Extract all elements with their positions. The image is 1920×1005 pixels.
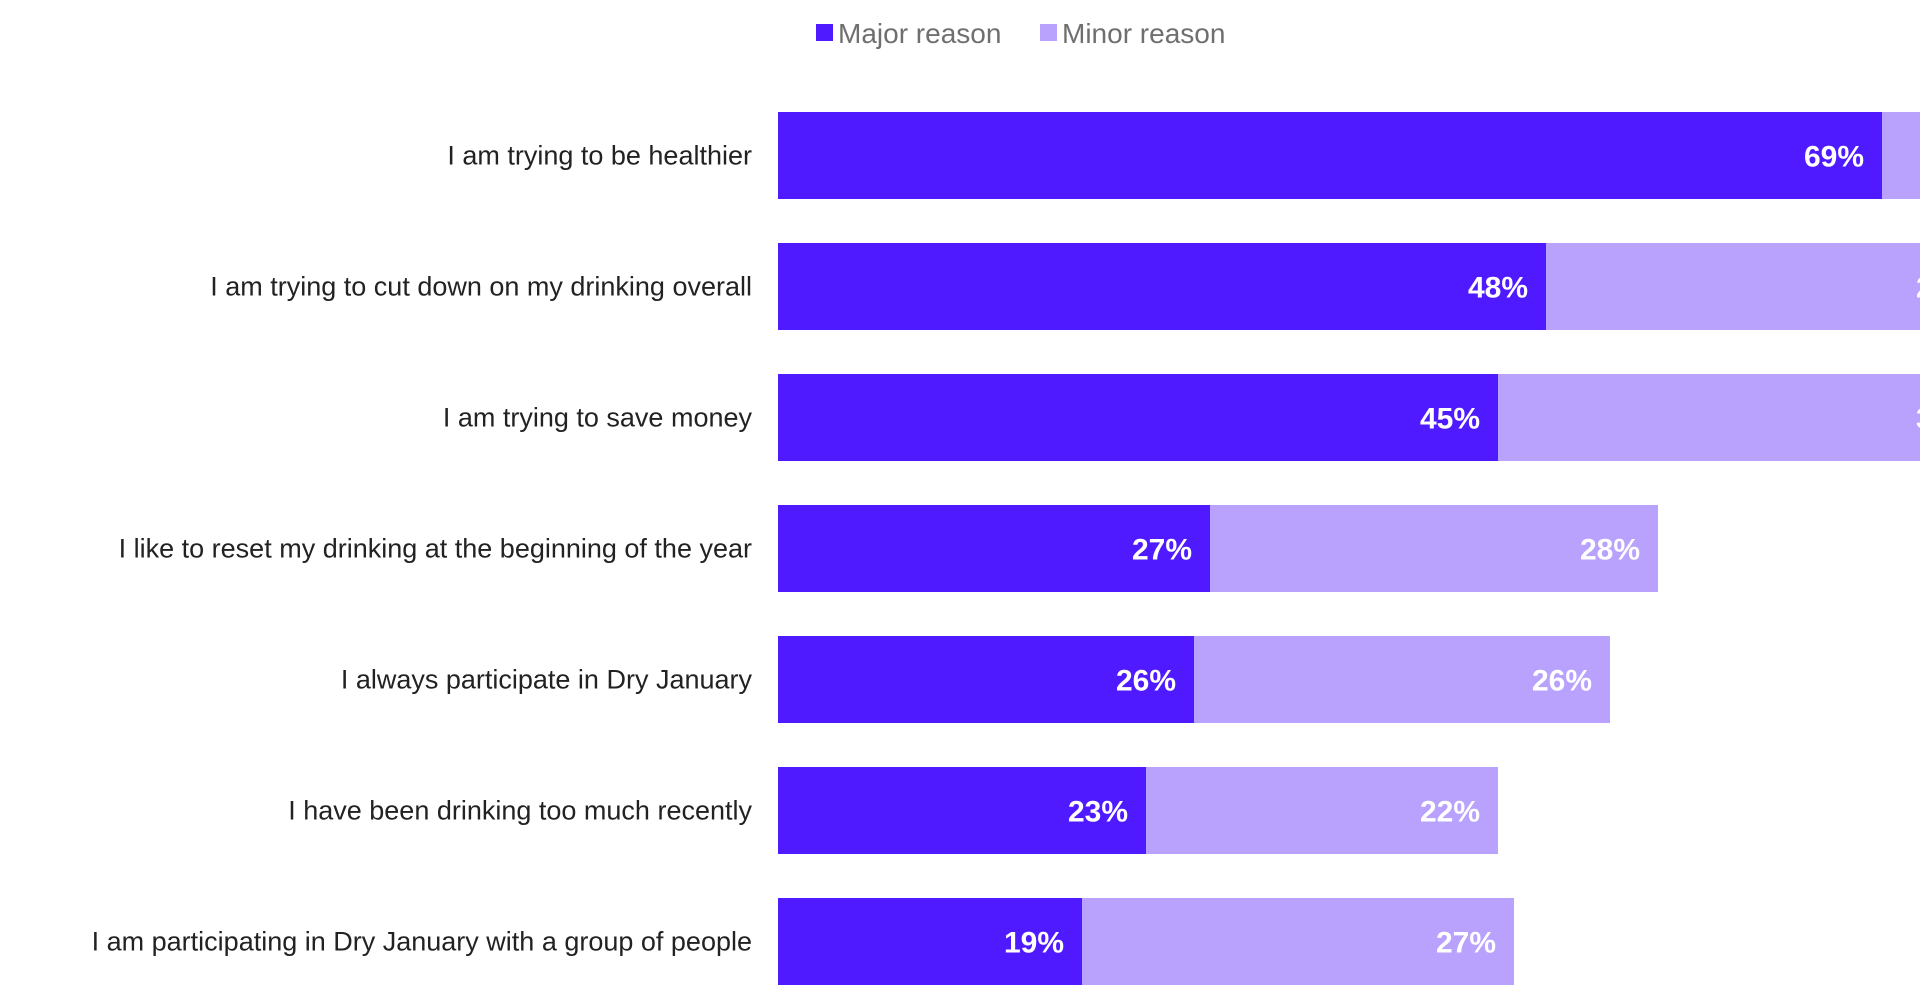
data-label-3-1: 28% bbox=[1580, 534, 1640, 567]
legend-swatch-0 bbox=[816, 24, 833, 41]
bar-segment-3-0 bbox=[778, 505, 1210, 592]
bar-row-1: I am trying to cut down on my drinking o… bbox=[210, 243, 1920, 330]
data-label-5-0: 23% bbox=[1068, 796, 1128, 829]
category-label-1: I am trying to cut down on my drinking o… bbox=[210, 272, 752, 302]
bar-segment-5-1 bbox=[1146, 767, 1498, 854]
legend-swatch-1 bbox=[1040, 24, 1057, 41]
category-label-4: I always participate in Dry January bbox=[341, 665, 753, 695]
data-label-4-0: 26% bbox=[1116, 665, 1176, 698]
bar-row-5: I have been drinking too much recently 23… bbox=[288, 767, 1498, 854]
data-label-2-1: 31% bbox=[1916, 403, 1920, 436]
bar-segment-0-0 bbox=[778, 112, 1882, 199]
data-label-2-0: 45% bbox=[1420, 403, 1480, 436]
bar-segment-6-1 bbox=[1082, 898, 1514, 985]
bar-row-4: I always participate in Dry January 26% 26… bbox=[341, 636, 1610, 723]
category-label-0: I am trying to be healthier bbox=[447, 141, 752, 171]
legend-label-0: Major reason bbox=[838, 18, 1001, 49]
bar-segment-6-0 bbox=[778, 898, 1082, 985]
category-label-2: I am trying to save money bbox=[443, 403, 753, 433]
legend: Major reason Minor reason bbox=[816, 18, 1225, 49]
bar-segment-3-1 bbox=[1210, 505, 1658, 592]
category-label-3: I like to reset my drinking at the begin… bbox=[119, 534, 752, 564]
data-label-3-0: 27% bbox=[1132, 534, 1192, 567]
data-label-4-1: 26% bbox=[1532, 665, 1592, 698]
bar-segment-2-0 bbox=[778, 374, 1498, 461]
bars: I am trying to be healthier 69% 23% I am tr… bbox=[92, 112, 1920, 985]
bar-row-3: I like to reset my drinking at the begin… bbox=[119, 505, 1658, 592]
bar-row-2: I am trying to save money 45% 31% bbox=[443, 374, 1920, 461]
data-label-6-1: 27% bbox=[1436, 927, 1496, 960]
bar-segment-1-0 bbox=[778, 243, 1546, 330]
category-label-6: I am participating in Dry January with a… bbox=[92, 927, 752, 957]
legend-item-1: Minor reason bbox=[1040, 18, 1225, 49]
bar-segment-1-1 bbox=[1546, 243, 1920, 330]
data-label-1-1: 28% bbox=[1916, 272, 1920, 305]
category-label-5: I have been drinking too much recently bbox=[288, 796, 752, 826]
bar-segment-4-0 bbox=[778, 636, 1194, 723]
legend-item-0: Major reason bbox=[816, 18, 1001, 49]
data-label-5-1: 22% bbox=[1420, 796, 1480, 829]
legend-label-1: Minor reason bbox=[1062, 18, 1225, 49]
data-label-0-0: 69% bbox=[1804, 141, 1864, 174]
bar-segment-0-1 bbox=[1882, 112, 1920, 199]
data-label-6-0: 19% bbox=[1004, 927, 1064, 960]
bar-segment-2-1 bbox=[1498, 374, 1920, 461]
bar-segment-5-0 bbox=[778, 767, 1146, 854]
data-label-1-0: 48% bbox=[1468, 272, 1528, 305]
bar-row-6: I am participating in Dry January with a… bbox=[92, 898, 1514, 985]
bar-segment-4-1 bbox=[1194, 636, 1610, 723]
